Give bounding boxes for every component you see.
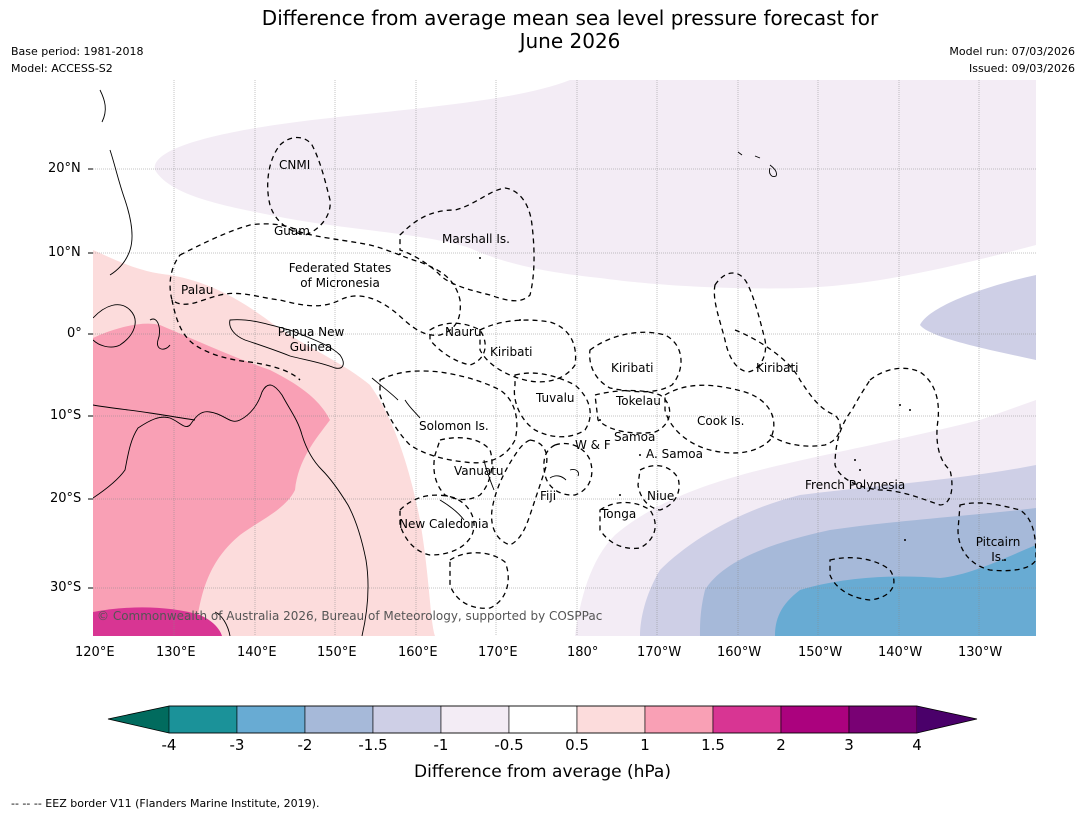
label-pitcairn-line-1: Pitcairn [975, 535, 1021, 549]
meta-right: Model run: 07/03/2026 Issued: 09/03/2026 [949, 43, 1075, 77]
colorbar-cell [508, 705, 578, 734]
colorbar-cell [440, 705, 510, 734]
label-kiribati-east: Kiribati [756, 361, 799, 375]
graticule [93, 80, 1036, 636]
label-niue: Niue [647, 489, 675, 503]
label-french-polynesia: French Polynesia [805, 478, 906, 492]
meta-left: Base period: 1981-2018 Model: ACCESS-S2 [11, 43, 143, 77]
lat-label-30s: 30°S [50, 580, 82, 595]
label-fsm-line-2: of Micronesia [300, 276, 380, 290]
colorbar-label: 1.5 [701, 736, 725, 754]
lon-label-130e: 130°E [156, 645, 196, 660]
lat-label-0: 0° [67, 326, 82, 341]
colorbar-under-arrow [108, 706, 169, 733]
label-tuvalu: Tuvalu [536, 391, 575, 405]
lon-label-130w: 130°W [958, 645, 1003, 660]
colorbar-label: 2 [776, 736, 786, 754]
colorbar-cell [304, 705, 374, 734]
label-tonga: Tonga [601, 507, 637, 521]
band-neg-0-5-north [154, 80, 1036, 289]
label-palau: Palau [181, 283, 214, 297]
axis-ticks [88, 168, 93, 589]
lon-label-140e: 140°E [237, 645, 277, 660]
label-fsm-line-1: Federated States [288, 261, 392, 275]
colorbar-cell [576, 705, 646, 734]
lon-label-140w: 140°W [878, 645, 923, 660]
label-guam: Guam [274, 224, 310, 238]
title-line-1: Difference from average mean sea level p… [261, 6, 879, 30]
colorbar-label: -4 [161, 736, 177, 754]
label-pitcairn: Pitcairn Is. [970, 535, 1026, 565]
coastlines [93, 89, 777, 636]
band-pos-1 [93, 323, 330, 636]
label-wallis-futuna: W & F [575, 438, 611, 452]
band-neg-1-equatorial [920, 275, 1036, 360]
lat-label-10n: 10°N [48, 245, 81, 260]
colorbar-label: 4 [912, 736, 922, 754]
label-new-caledonia: New Caledonia [399, 517, 489, 531]
lat-label-20n: 20°N [48, 161, 81, 176]
label-samoa: Samoa [614, 430, 656, 444]
colorbar-cell [712, 705, 782, 734]
lon-label-120e: 120°E [75, 645, 115, 660]
lat-label-10s: 10°S [50, 408, 82, 423]
colorbar-cells [168, 705, 918, 734]
label-fsm: Federated States of Micronesia [280, 261, 400, 291]
colorbar-label: 1 [640, 736, 650, 754]
lon-label-160w: 160°W [717, 645, 762, 660]
model-run: Model run: 07/03/2026 [949, 45, 1075, 58]
label-png: Papua New Guinea [271, 325, 351, 355]
colorbar [107, 705, 978, 734]
colorbar-label: -2 [297, 736, 313, 754]
band-neg-2 [775, 545, 1036, 636]
title-line-2: June 2026 [519, 29, 621, 53]
label-american-samoa: A. Samoa [646, 447, 703, 461]
label-kiribati-west: Kiribati [490, 345, 533, 359]
lat-label-20s: 20°S [50, 491, 82, 506]
colorbar-cell [780, 705, 850, 734]
colorbar-over-arrow [917, 706, 977, 733]
map-title: Difference from average mean sea level p… [0, 7, 1085, 53]
colorbar-label: -1 [433, 736, 449, 754]
map-area [93, 80, 1036, 636]
label-vanuatu: Vanuatu [454, 464, 504, 478]
lon-label-170w: 170°W [637, 645, 682, 660]
colorbar-label: -0.5 [494, 736, 524, 754]
label-kiribati-central: Kiribati [611, 361, 654, 375]
colorbar-label: -1.5 [358, 736, 388, 754]
lon-label-150e: 150°E [317, 645, 357, 660]
colorbar-cell [848, 705, 918, 734]
label-cook: Cook Is. [697, 414, 745, 428]
copyright-notice: © Commonwealth of Australia 2026, Bureau… [97, 609, 603, 623]
lon-label-170e: 170°E [478, 645, 518, 660]
colorbar-cell [236, 705, 306, 734]
colorbar-title: Difference from average (hPa) [414, 762, 671, 782]
label-marshall: Marshall Is. [442, 232, 510, 246]
label-nauru: Nauru [445, 325, 482, 339]
label-png-line-2: Guinea [289, 340, 333, 354]
label-pitcairn-line-2: Is. [991, 550, 1005, 564]
colorbar-cell [644, 705, 714, 734]
band-pos-1-5 [93, 607, 222, 636]
label-cnmi: CNMI [279, 158, 311, 172]
base-period: Base period: 1981-2018 [11, 45, 144, 58]
colorbar-label: 3 [844, 736, 854, 754]
colorbar-cell [372, 705, 442, 734]
label-solomon: Solomon Is. [419, 419, 489, 433]
lon-label-180: 180° [567, 645, 599, 660]
label-fiji: Fiji [540, 489, 557, 503]
issued-date: Issued: 09/03/2026 [968, 62, 1075, 75]
lon-label-150w: 150°W [798, 645, 843, 660]
colorbar-label: -3 [229, 736, 245, 754]
model-name: Model: ACCESS-S2 [11, 62, 113, 75]
colorbar-outline [107, 705, 978, 734]
colorbar-label: 0.5 [565, 736, 589, 754]
label-png-line-1: Papua New [277, 325, 345, 339]
lon-label-160e: 160°E [398, 645, 438, 660]
colorbar-cell [168, 705, 238, 734]
eez-footnote: -- -- -- EEZ border V11 (Flanders Marine… [11, 797, 320, 810]
eez-borders [169, 136, 1036, 609]
label-tokelau: Tokelau [616, 394, 661, 408]
